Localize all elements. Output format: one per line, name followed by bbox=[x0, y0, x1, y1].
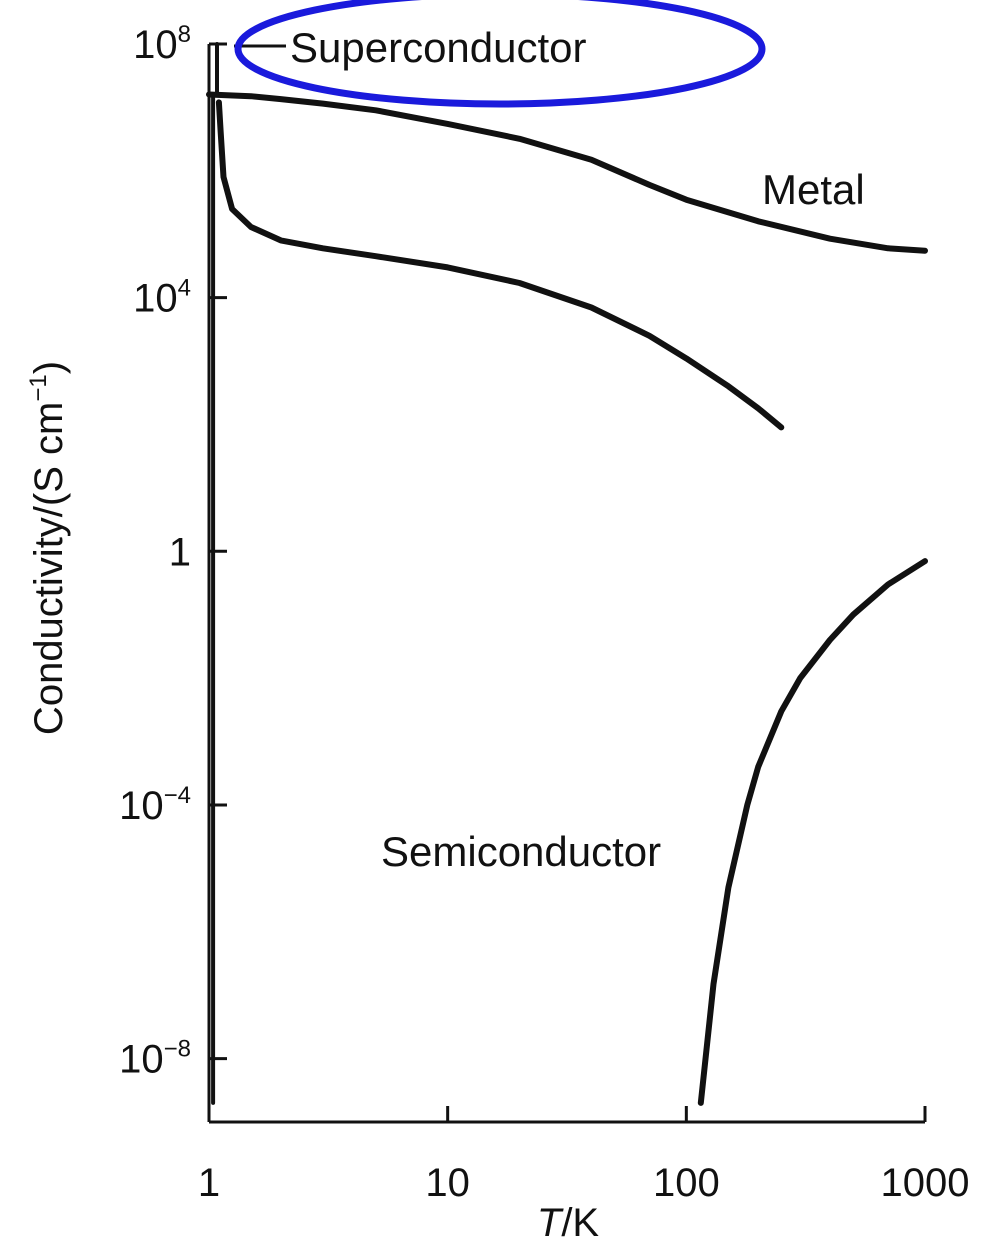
metal-curve bbox=[206, 91, 928, 254]
superconductor-curve bbox=[211, 42, 219, 1105]
label-semiconductor: Semiconductor bbox=[381, 828, 661, 875]
y-tick-label: 10−8 bbox=[119, 1036, 191, 1082]
y-tick-label: 10−4 bbox=[119, 782, 191, 828]
x-axis-title: T/K bbox=[537, 1201, 600, 1245]
y-tick-label: 104 bbox=[133, 275, 191, 321]
axes bbox=[207, 44, 925, 1124]
x-tick-label: 10 bbox=[425, 1161, 470, 1205]
metal-low-t-curve bbox=[215, 99, 785, 431]
axis-ticks: 1 10 100 1000 108 104 1 10−4 10−8 bbox=[119, 21, 969, 1205]
y-tick-label: 108 bbox=[133, 21, 191, 67]
semiconductor-curve bbox=[697, 558, 928, 1106]
label-metal: Metal bbox=[762, 166, 865, 213]
x-tick-label: 1 bbox=[198, 1161, 220, 1205]
label-superconductor: Superconductor bbox=[290, 24, 587, 71]
x-tick-label: 100 bbox=[653, 1161, 720, 1205]
y-axis-title: Conductivity/(S cm−1) bbox=[25, 361, 71, 735]
x-tick-label: 1000 bbox=[881, 1161, 970, 1205]
highlight-ellipse bbox=[234, 0, 766, 108]
y-tick-label: 1 bbox=[169, 530, 191, 574]
curves bbox=[206, 42, 928, 1106]
